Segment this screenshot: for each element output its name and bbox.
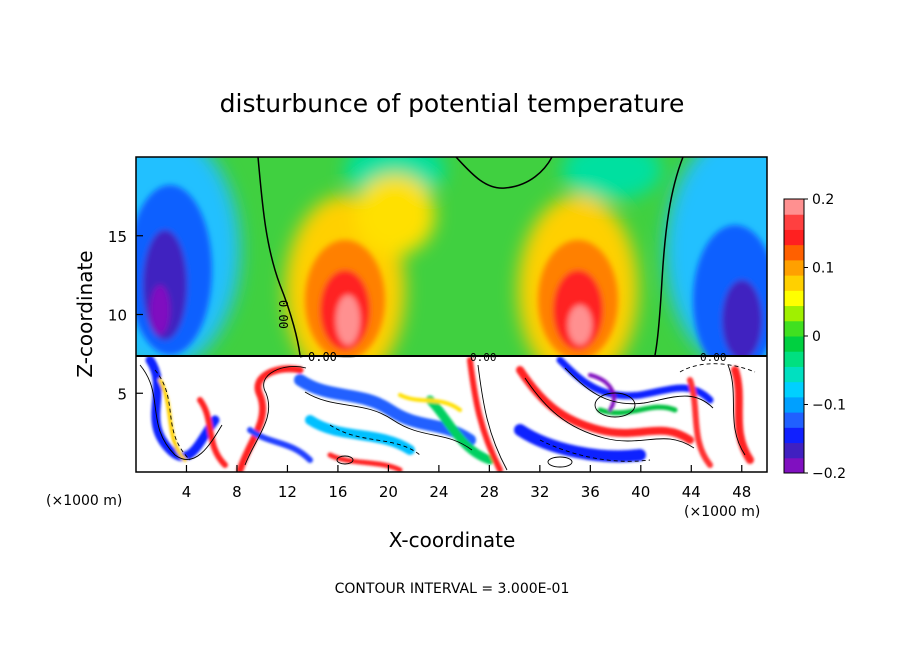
colorbar-swatch — [784, 244, 804, 261]
y-tick-label: 15 — [108, 228, 127, 246]
colorbar-swatch — [784, 336, 804, 352]
colorbar-swatch — [784, 442, 804, 459]
contour-label: 0.00 — [700, 351, 727, 364]
x-tick-label: 36 — [581, 483, 600, 501]
x-tick-label: 12 — [278, 483, 297, 501]
colorbar-tick-label: −0.2 — [812, 466, 846, 482]
colorbar-swatch — [784, 351, 804, 367]
chart-title: disturbunce of potential temperature — [220, 89, 685, 118]
x-tick-label: 24 — [429, 483, 448, 501]
contour-labels: 0.00 0.00 0.00 0.00 — [276, 300, 727, 364]
colorbar-swatch — [784, 427, 804, 444]
x-tick-label: 40 — [631, 483, 650, 501]
heatmap-field — [136, 157, 767, 472]
x-axis-unit-right: (×1000 m) — [684, 504, 760, 520]
colorbar-swatch — [784, 214, 804, 230]
x-tick-label: 28 — [480, 483, 499, 501]
colorbar-swatch — [784, 290, 804, 307]
colorbar-swatch — [784, 457, 804, 474]
colorbar-tick-label: 0.1 — [812, 261, 834, 277]
x-tick-label: 20 — [379, 483, 398, 501]
colorbar-tick-label: −0.1 — [812, 398, 846, 414]
x-tick-label: 44 — [682, 483, 701, 501]
x-tick-label: 16 — [328, 483, 347, 501]
colorbar-swatch — [784, 259, 804, 276]
colorbar-swatch — [784, 305, 804, 322]
contour-interval-note: CONTOUR INTERVAL = 3.000E-01 — [335, 581, 570, 597]
colorbar: 0.2 0.1 0 −0.1 −0.2 — [783, 192, 846, 482]
x-tick-label: 48 — [732, 483, 751, 501]
contour-label: 0.00 — [276, 300, 290, 329]
colorbar-swatch — [784, 199, 804, 215]
contour-label: 0.00 — [308, 350, 337, 364]
contour-label: 0.00 — [470, 351, 497, 364]
x-axis-label: X-coordinate — [389, 528, 516, 552]
x-tick-label: 32 — [530, 483, 549, 501]
x-axis-unit-left: (×1000 m) — [46, 493, 122, 509]
colorbar-swatch — [784, 366, 804, 383]
x-tick-label: 4 — [182, 483, 192, 501]
colorbar-swatch — [784, 229, 804, 246]
y-axis: 5 10 15 — [108, 228, 143, 403]
y-tick-label: 5 — [117, 385, 127, 403]
colorbar-swatch — [784, 381, 804, 398]
colorbar-swatch — [784, 320, 804, 337]
colorbar-tick-label: 0 — [812, 329, 821, 345]
colorbar-swatch — [784, 396, 804, 413]
colorbar-swatch — [784, 275, 804, 291]
y-tick-label: 10 — [108, 307, 127, 325]
colorbar-tick-label: 0.2 — [812, 192, 834, 208]
colorbar-swatch — [784, 412, 804, 428]
y-axis-label: Z-coordinate — [73, 250, 97, 377]
x-tick-label: 8 — [232, 483, 242, 501]
x-axis: 4 8 12 16 20 24 28 32 36 40 44 48 — [182, 465, 751, 501]
